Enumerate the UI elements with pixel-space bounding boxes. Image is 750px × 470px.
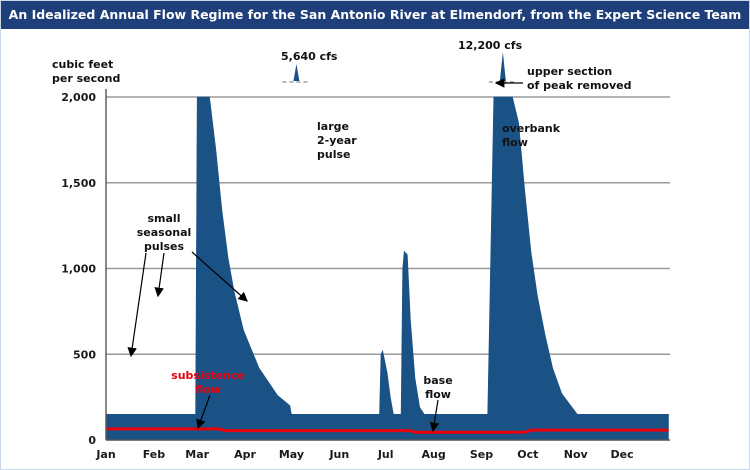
- large-pulse-note: large 2-year pulse: [317, 120, 357, 161]
- small-pulses-note-line: seasonal: [137, 226, 192, 239]
- base-flow-note: base flow: [423, 374, 452, 401]
- removed-note-line: of peak removed: [527, 79, 631, 92]
- y-tick-label: 2,000: [61, 91, 96, 104]
- x-tick-label: Feb: [143, 448, 166, 461]
- peak-label-may: 5,640 cfs: [281, 50, 338, 63]
- large-pulse-note-line: pulse: [317, 148, 350, 161]
- y-axis-title: cubic feet per second: [52, 58, 120, 85]
- small-pulses-note-line: small: [148, 212, 181, 225]
- small-pulse-arrow-2: [154, 252, 165, 298]
- x-tick-label: May: [279, 448, 304, 461]
- flow-area: [105, 96, 669, 441]
- subsistence-note-line: flow: [195, 383, 221, 396]
- y-tick-label: 1,000: [61, 263, 96, 276]
- y-axis-title-line: per second: [52, 72, 120, 85]
- peak-label-sep: 12,200 cfs: [458, 39, 523, 52]
- subsistence-arrow: [196, 394, 211, 430]
- base-note-line: flow: [425, 388, 451, 401]
- y-tick-label: 1,500: [61, 177, 96, 190]
- small-seasonal-pulses-note: small seasonal pulses: [137, 212, 192, 253]
- x-tick-label: Sep: [470, 448, 493, 461]
- peak-removed-note: upper section of peak removed: [527, 65, 631, 92]
- subsistence-line-layer: [106, 427, 669, 434]
- overbank-flow-note: overbank flow: [502, 122, 561, 149]
- peak-tip-1: [499, 52, 506, 81]
- large-pulse-note-line: large: [317, 120, 349, 133]
- tick-labels: 0 500 1,000 1,500 2,000 Jan Feb Mar Apr May Jun Jul…: [61, 91, 633, 461]
- large-pulse-note-line: 2-year: [317, 134, 357, 147]
- x-tick-label: Mar: [185, 448, 209, 461]
- x-tick-label: Dec: [611, 448, 634, 461]
- overbank-note-line: flow: [502, 136, 528, 149]
- x-tick-label: Oct: [517, 448, 538, 461]
- base-flow-arrow: [429, 399, 440, 433]
- y-tick-label: 0: [88, 434, 96, 447]
- small-pulse-arrow-3: [191, 251, 248, 302]
- axes: [105, 89, 670, 441]
- removed-note-line: upper section: [527, 65, 612, 78]
- y-axis-title-line: cubic feet: [52, 58, 113, 71]
- x-tick-label: Apr: [234, 448, 256, 461]
- overbank-note-line: overbank: [502, 122, 561, 135]
- peak-tip-0: [293, 64, 300, 81]
- small-pulses-note-line: pulses: [144, 240, 184, 253]
- chart-title: An Idealized Annual Flow Regime for the …: [1, 1, 749, 29]
- flow-area-layer: [105, 52, 669, 441]
- small-pulse-arrow-1: [127, 252, 147, 358]
- x-tick-label: Aug: [421, 448, 445, 461]
- x-tick-label: Jan: [95, 448, 115, 461]
- x-tick-label: Nov: [564, 448, 589, 461]
- x-tick-label: Jul: [377, 448, 394, 461]
- x-tick-label: Jun: [328, 448, 349, 461]
- base-note-line: base: [423, 374, 452, 387]
- subsistence-note-line: subsistence: [171, 369, 245, 382]
- y-tick-label: 500: [73, 348, 96, 361]
- subsistence-flow-note: subsistence flow: [171, 369, 245, 396]
- subsistence-flow-line: [106, 427, 669, 434]
